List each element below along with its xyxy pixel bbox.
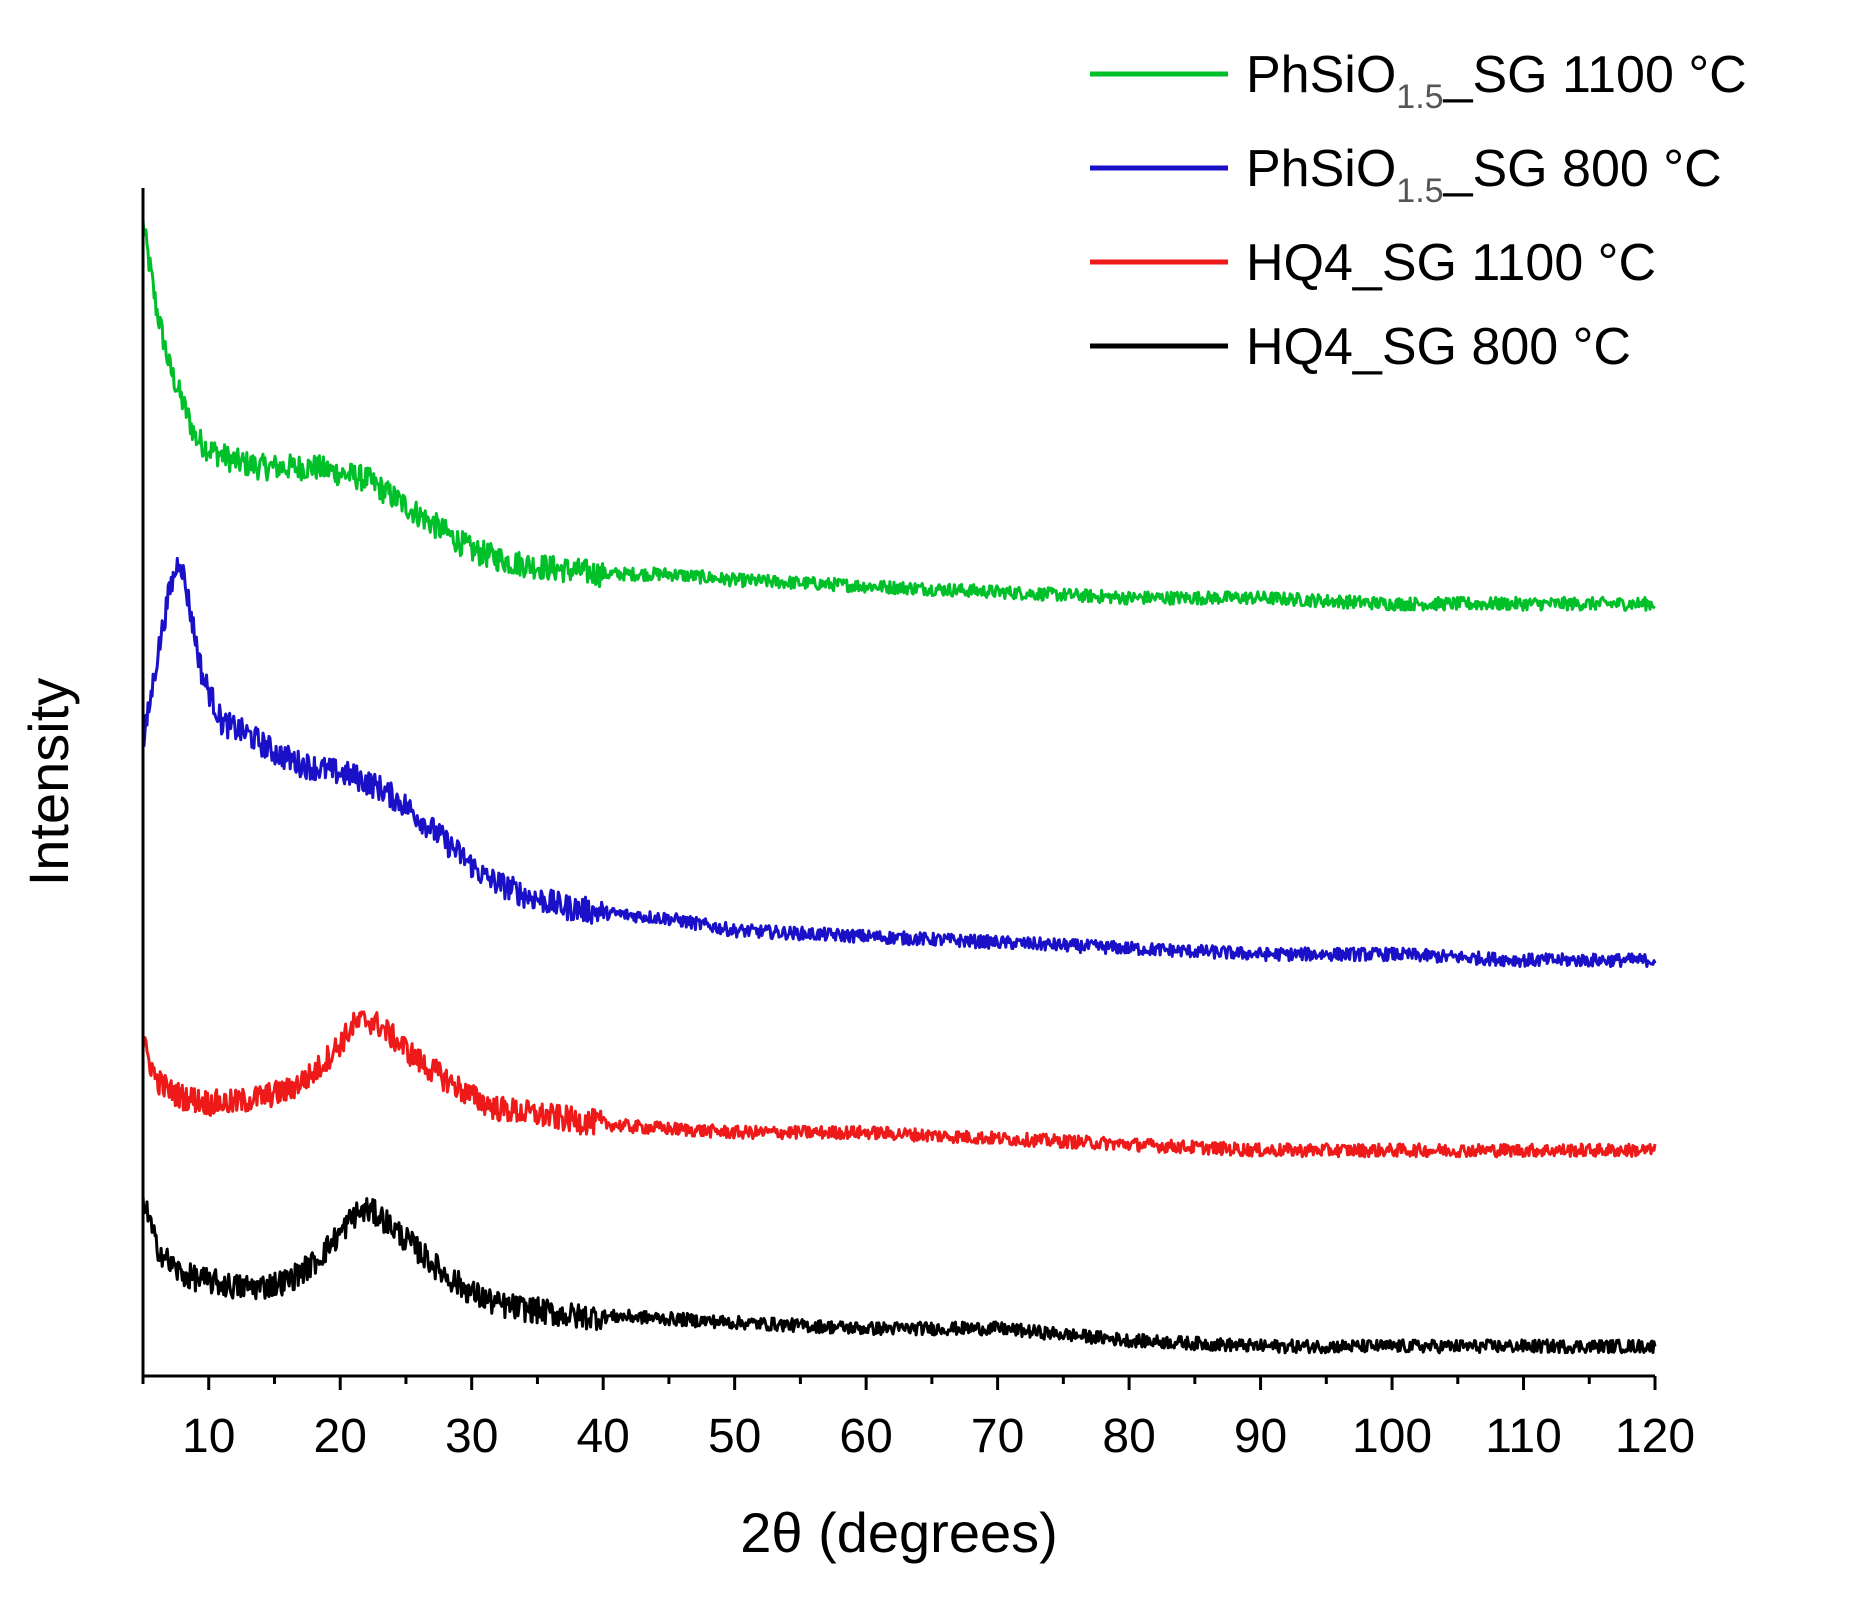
x-tick-label: 100: [1352, 1410, 1432, 1463]
x-tick-label: 30: [445, 1410, 498, 1463]
series-line-2: [141, 1010, 1657, 1159]
y-axis-title: Intensity: [17, 678, 80, 887]
legend-label-main: PhSiO: [1246, 140, 1396, 198]
legend-label: HQ4_SG 800 °C: [1246, 318, 1631, 376]
x-tick-label: 40: [576, 1410, 629, 1463]
series-line-1: [141, 556, 1657, 969]
series-line-0: [141, 219, 1656, 612]
x-tick-label: 90: [1234, 1410, 1287, 1463]
legend-label: PhSiO1.5_SG 1100 °C: [1246, 46, 1747, 116]
x-axis-title: 2θ (degrees): [740, 1501, 1058, 1564]
legend-label-subscript: 1.5: [1396, 172, 1443, 210]
legend-label-subscript: 1.5: [1396, 78, 1443, 116]
x-tick-label: 70: [971, 1410, 1024, 1463]
legend-label-main: HQ4_SG 800 °C: [1246, 318, 1631, 376]
x-tick-label: 120: [1615, 1410, 1695, 1463]
x-tick-label: 80: [1102, 1410, 1155, 1463]
legend-label-main: PhSiO: [1246, 46, 1396, 104]
legend-label-rest: _SG 800 °C: [1443, 140, 1722, 198]
legend-label-main: HQ4_SG 1100 °C: [1246, 234, 1656, 292]
legend-label-rest: _SG 1100 °C: [1443, 46, 1747, 104]
series-line-3: [141, 1195, 1657, 1355]
legend-label: PhSiO1.5_SG 800 °C: [1246, 140, 1722, 210]
x-tick-label: 50: [708, 1410, 761, 1463]
x-tick-label: 20: [314, 1410, 367, 1463]
legend-label: HQ4_SG 1100 °C: [1246, 234, 1656, 292]
x-tick-label: 110: [1485, 1410, 1562, 1463]
x-tick-label: 60: [839, 1410, 892, 1463]
x-tick-label: 10: [182, 1410, 235, 1463]
x-ticks: 10 20 30 40 50 60 70 80 90 100 110 120: [141, 1376, 1695, 1463]
plot-series: [141, 219, 1657, 1355]
